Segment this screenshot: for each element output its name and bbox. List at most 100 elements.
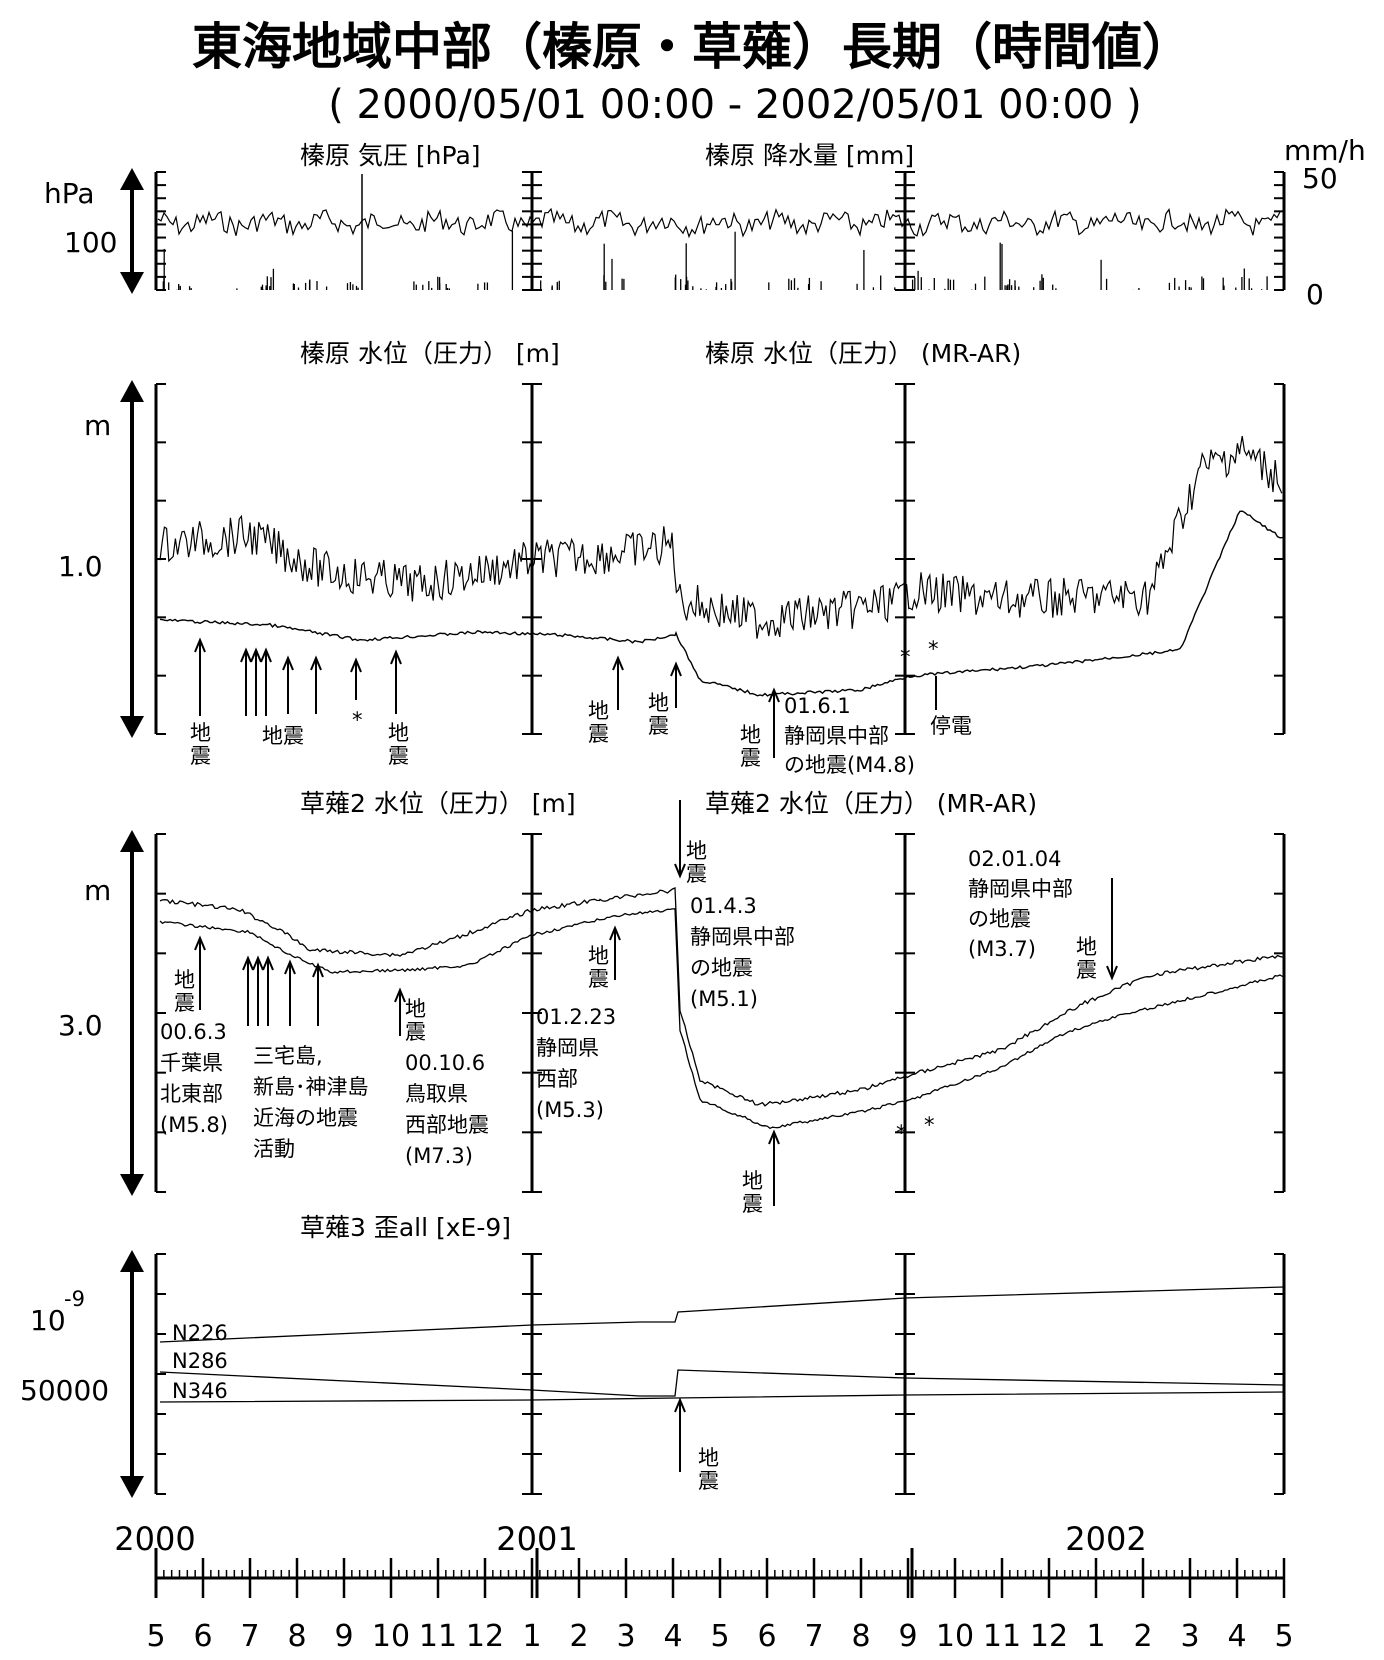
p3-note-1006-kind: 西部地震 <box>405 1113 489 1137</box>
p3-event-arrow-miyake-0-head <box>242 955 254 971</box>
month-label: 5 <box>146 1619 165 1654</box>
p2-event-arrow-7-head <box>390 649 402 665</box>
month-label: 10 <box>936 1619 974 1654</box>
panel2-scale-arrow-head-up <box>120 380 144 402</box>
panel2-scale-arrow-head-down <box>120 716 144 738</box>
p3-label-feb-b: 震 <box>588 967 609 991</box>
month-label: 4 <box>663 1619 682 1654</box>
p3-event-arrow-jun00-head <box>194 935 206 951</box>
p2-event-arrow-5-head <box>310 655 322 671</box>
panel3-title-right: 草薙2 水位（圧力） (MR-AR) <box>705 789 1037 818</box>
panel4-left-tick: 50000 <box>20 1374 109 1407</box>
month-label: 1 <box>522 1619 541 1654</box>
month-label: 6 <box>193 1619 212 1654</box>
month-label: 10 <box>372 1619 410 1654</box>
panel1-title-left: 榛原 気圧 [hPa] <box>300 141 481 170</box>
panel1-right-tick-bottom: 0 <box>1306 278 1324 311</box>
panel4-unit-base: 10 <box>30 1304 66 1337</box>
panel4-scale-arrow-head-down <box>120 1476 144 1498</box>
p3-note-0403-kind: の地震 <box>690 956 753 980</box>
p2-label-eq1b: 震 <box>190 744 211 768</box>
p3-note-1006-mag: (M7.3) <box>405 1144 473 1168</box>
series-strain-n346 <box>159 1391 1285 1403</box>
p3-label-feb-a: 地 <box>588 944 609 968</box>
p2-label-eq4a: 地 <box>588 699 609 723</box>
p3-label-eqjan-b: 震 <box>1076 958 1097 982</box>
p3-event-arrow-miyake-3-head <box>284 959 296 975</box>
panel1-title-right: 榛原 降水量 [mm] <box>705 141 914 170</box>
month-label: 1 <box>1086 1619 1105 1654</box>
p2-label-eq5a: 地 <box>648 691 669 715</box>
panel3-scale-arrow-head-down <box>120 1174 144 1196</box>
panel3-left-tick: 3.0 <box>58 1009 103 1042</box>
month-label: 7 <box>240 1619 259 1654</box>
p3-event-arrow-miyake-2-head <box>262 955 274 971</box>
p3-note-0403-mag: (M5.1) <box>690 987 758 1011</box>
p3-label-june-b: 震 <box>174 991 195 1015</box>
p2-label-eq-cluster: 地震 <box>262 724 304 748</box>
month-label: 6 <box>757 1619 776 1654</box>
panel4-title: 草薙3 歪all [xE-9] <box>300 1213 511 1242</box>
p3-label-eqtop-a: 地 <box>686 839 707 863</box>
p3-note-0201-mag: (M3.7) <box>968 937 1036 961</box>
month-label: 4 <box>1227 1619 1246 1654</box>
month-label: 2 <box>569 1619 588 1654</box>
series-label-n286: N286 <box>172 1349 228 1373</box>
month-label: 3 <box>616 1619 635 1654</box>
p2-event-arrow-2-head <box>250 647 262 663</box>
p2-note-0601-place: 静岡県中部 <box>784 724 889 748</box>
panel1-left-tick: 100 <box>64 226 117 259</box>
p3-note-1006-date: 00.10.6 <box>405 1051 485 1075</box>
chart-title: 東海地域中部（榛原・草薙）長期（時間値） <box>192 18 1192 76</box>
p3-note-0201-date: 02.01.04 <box>968 847 1062 871</box>
p2-event-arrow-8-head <box>612 655 624 671</box>
p2-event-arrow-4-head <box>282 655 294 671</box>
series-haibara-level-mrar <box>159 510 1283 697</box>
p3-label-june-a: 地 <box>174 968 195 992</box>
month-label: 7 <box>804 1619 823 1654</box>
p2-note-0601-date: 01.6.1 <box>784 694 851 718</box>
p2-event-arrow-9-head <box>670 661 682 677</box>
month-label: 11 <box>419 1619 457 1654</box>
axes-layer <box>120 168 1286 1598</box>
panel3-left-unit: m <box>84 874 111 907</box>
panel3-scale-arrow-head-up <box>120 830 144 852</box>
p2-label-star: * <box>352 708 363 732</box>
p3-note-miyake-4: 活動 <box>253 1137 295 1161</box>
p3-note-0603-date: 00.6.3 <box>160 1020 227 1044</box>
p2-star-right: * <box>928 637 939 661</box>
panel2-left-unit: m <box>84 409 111 442</box>
month-label: 9 <box>334 1619 353 1654</box>
series-strain-n226 <box>159 1286 1285 1343</box>
panel2-title-right: 榛原 水位（圧力） (MR-AR) <box>705 339 1021 368</box>
month-label: 5 <box>1274 1619 1293 1654</box>
p3-label-eq-june01-b: 震 <box>742 1192 763 1216</box>
p3-event-arrow-feb01-head <box>609 925 621 941</box>
panel1-scale-arrow-head-up <box>120 168 144 190</box>
month-label: 5 <box>710 1619 729 1654</box>
p4-label-eq-b: 震 <box>698 1469 719 1493</box>
p3-note-0603-mag: (M5.8) <box>160 1113 228 1137</box>
p2-label-eq6b: 震 <box>740 746 761 770</box>
p3-label-eqtop-b: 震 <box>686 862 707 886</box>
month-labels: 5 6 7 8 9 10 11 12 1 2 3 4 5 6 7 8 9 10 11 12 1 2 3 4 5 <box>146 1619 1293 1654</box>
p3-note-0403-date: 01.4.3 <box>690 894 757 918</box>
panel3-title-left: 草薙2 水位（圧力） [m] <box>300 789 576 818</box>
p2-event-arrow-0-head <box>194 637 206 653</box>
p3-note-0603-place2: 北東部 <box>160 1082 223 1106</box>
p3-note-miyake-2: 新島･神津島 <box>253 1075 369 1099</box>
panel4-scale-arrow-head-up <box>120 1250 144 1272</box>
p3-label-eqjan-a: 地 <box>1076 935 1097 959</box>
p3-label-tottori-b: 震 <box>405 1020 426 1044</box>
year-label-2002: 2002 <box>1065 1520 1146 1558</box>
chart-period: ( 2000/05/01 00:00 - 2002/05/01 00:00 ) <box>328 82 1142 128</box>
annotation-arrows <box>194 637 1118 1472</box>
panel1-left-unit: hPa <box>44 177 95 210</box>
series-pressure <box>157 207 1281 239</box>
p2-event-arrow-6-head <box>350 657 362 673</box>
p4-event-arrow-apr01-head <box>674 1397 686 1413</box>
series-haibara-level-raw <box>159 436 1283 639</box>
series-label-n346: N346 <box>172 1379 228 1403</box>
month-label: 11 <box>983 1619 1021 1654</box>
